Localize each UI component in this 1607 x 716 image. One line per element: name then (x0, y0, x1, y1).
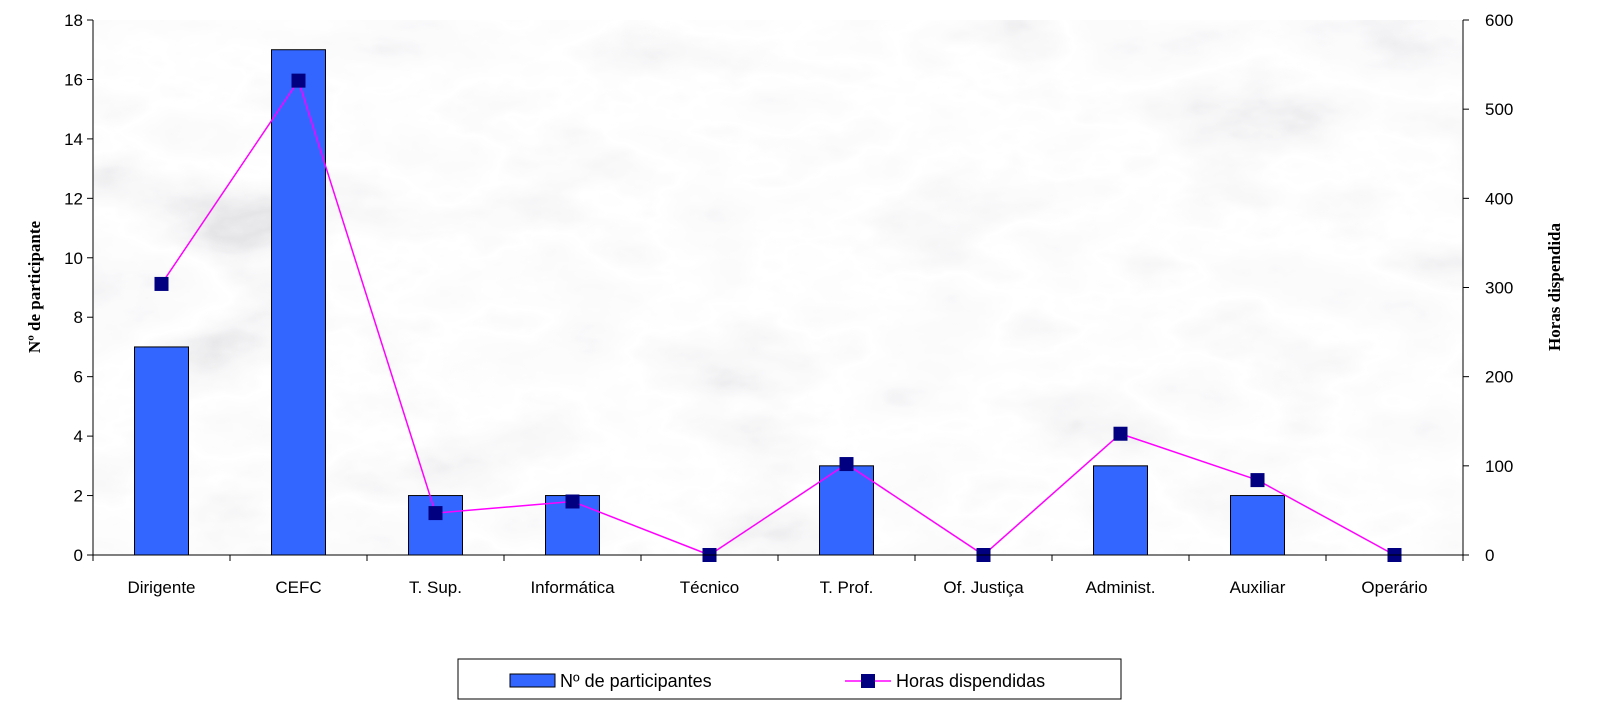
legend: Nº de participantes Horas dispendidas (457, 658, 1122, 700)
x-tick-label-8: Auxiliar (1230, 578, 1286, 597)
x-tick-label-1: CEFC (275, 578, 321, 597)
y2-tick-label-1: 100 (1485, 457, 1513, 476)
y2-tick-label-2: 200 (1485, 368, 1513, 387)
point-horas-8 (1250, 473, 1265, 488)
point-horas-5 (839, 457, 854, 472)
y2-axis-title: Horas dispendida (1545, 222, 1564, 351)
x-tick-label-3: Informática (530, 578, 615, 597)
axes-layer: 0 2 4 6 8 10 12 14 16 18 0 100 200 300 400 500 600 Dirige… (64, 11, 1513, 597)
y-tick-label-3: 6 (74, 368, 83, 387)
bar-8 (1230, 495, 1285, 556)
y2-tick-label-3: 300 (1485, 279, 1513, 298)
legend-label-participantes: Nº de participantes (560, 671, 712, 691)
bar-7 (1093, 465, 1148, 556)
bar-2 (408, 495, 463, 556)
series-line-horas (160, 78, 1395, 556)
y-tick-label-4: 8 (74, 308, 83, 327)
y-tick-label-6: 12 (64, 189, 83, 208)
point-horas-1 (291, 73, 306, 88)
y-axis-title: Nº de participante (25, 220, 44, 353)
legend-marker-horas (861, 674, 875, 688)
y-tick-label-2: 4 (74, 427, 83, 446)
x-tick-label-5: T. Prof. (820, 578, 874, 597)
x-tick-label-0: Dirigente (127, 578, 195, 597)
legend-box (457, 658, 1122, 700)
legend-swatch-participantes (509, 673, 556, 688)
x-tick-label-4: Técnico (680, 578, 740, 597)
x-tick-label-7: Administ. (1086, 578, 1156, 597)
x-tick-label-9: Operário (1361, 578, 1427, 597)
point-horas-0 (154, 276, 169, 291)
point-horas-7 (1113, 426, 1128, 441)
bar-1 (271, 49, 326, 556)
bar-0 (134, 346, 189, 556)
x-tick-label-6: Of. Justiça (943, 578, 1024, 597)
y-tick-label-7: 14 (64, 130, 83, 149)
y-tick-label-8: 16 (64, 70, 83, 89)
y2-tick-label-4: 400 (1485, 189, 1513, 208)
y-tick-label-1: 2 (74, 487, 83, 506)
legend-label-horas: Horas dispendidas (896, 671, 1045, 691)
bar-5 (819, 465, 874, 556)
line-layer (154, 73, 1402, 562)
y-tick-label-0: 0 (74, 546, 83, 565)
y2-tick-label-0: 0 (1485, 546, 1494, 565)
point-horas-3 (565, 494, 580, 509)
x-tick-label-2: T. Sup. (409, 578, 462, 597)
point-horas-2 (428, 506, 443, 521)
y2-tick-label-5: 500 (1485, 100, 1513, 119)
y-tick-label-9: 18 (64, 11, 83, 30)
y2-tick-label-6: 600 (1485, 11, 1513, 30)
y-tick-label-5: 10 (64, 249, 83, 268)
